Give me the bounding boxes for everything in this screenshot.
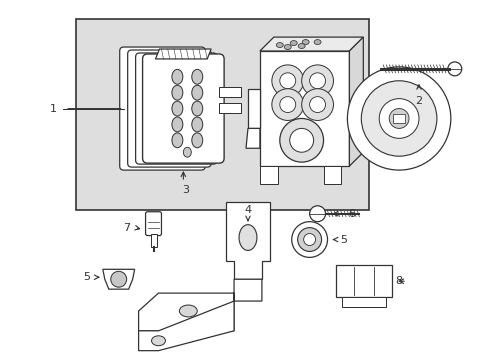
Bar [323, 166, 341, 184]
FancyBboxPatch shape [142, 54, 224, 163]
Circle shape [301, 65, 333, 96]
Circle shape [289, 129, 313, 152]
Ellipse shape [172, 85, 183, 100]
Bar [150, 234, 156, 247]
Ellipse shape [191, 101, 203, 116]
Bar [76, 19, 368, 210]
Bar [219, 87, 241, 96]
FancyBboxPatch shape [145, 212, 161, 235]
Circle shape [111, 271, 126, 287]
Ellipse shape [290, 41, 297, 46]
Ellipse shape [151, 336, 165, 346]
Circle shape [297, 228, 321, 251]
Ellipse shape [172, 101, 183, 116]
Polygon shape [247, 89, 260, 129]
Circle shape [279, 73, 295, 89]
Text: 1: 1 [49, 104, 57, 113]
Circle shape [361, 81, 436, 156]
Bar [342, 297, 386, 307]
Circle shape [279, 118, 323, 162]
FancyBboxPatch shape [135, 53, 217, 164]
Text: 6: 6 [347, 209, 354, 219]
Ellipse shape [179, 305, 197, 317]
Ellipse shape [191, 133, 203, 148]
Text: 5: 5 [339, 234, 346, 244]
FancyBboxPatch shape [127, 50, 211, 167]
Ellipse shape [183, 147, 191, 157]
Polygon shape [260, 37, 363, 51]
Text: 8: 8 [395, 276, 402, 286]
Circle shape [379, 99, 418, 138]
Ellipse shape [276, 42, 283, 48]
Circle shape [309, 96, 325, 113]
Ellipse shape [298, 44, 305, 49]
Circle shape [271, 65, 303, 96]
Polygon shape [155, 49, 211, 59]
Ellipse shape [191, 85, 203, 100]
Circle shape [271, 89, 303, 121]
Text: 7: 7 [123, 222, 130, 233]
Text: 4: 4 [244, 205, 251, 215]
Ellipse shape [239, 225, 256, 251]
Polygon shape [138, 279, 262, 331]
Bar [219, 103, 241, 113]
Polygon shape [349, 37, 363, 166]
Polygon shape [102, 269, 134, 289]
Polygon shape [225, 202, 269, 279]
Bar [336, 265, 391, 297]
Circle shape [301, 89, 333, 121]
Ellipse shape [172, 117, 183, 132]
Ellipse shape [191, 117, 203, 132]
Polygon shape [138, 301, 234, 351]
Ellipse shape [302, 40, 308, 45]
Ellipse shape [172, 69, 183, 84]
Circle shape [346, 67, 450, 170]
Text: 2: 2 [415, 96, 422, 105]
Polygon shape [245, 129, 260, 148]
Circle shape [388, 109, 408, 129]
Ellipse shape [284, 45, 291, 50]
Circle shape [291, 222, 327, 257]
Circle shape [447, 62, 461, 76]
Ellipse shape [313, 40, 321, 45]
Bar [260, 166, 277, 184]
Circle shape [303, 234, 315, 246]
Text: 5: 5 [83, 272, 90, 282]
Bar [260, 51, 349, 166]
Ellipse shape [172, 133, 183, 148]
Bar [392, 113, 404, 123]
FancyBboxPatch shape [120, 47, 205, 170]
Text: 3: 3 [182, 185, 188, 195]
Circle shape [279, 96, 295, 113]
Ellipse shape [191, 69, 203, 84]
Circle shape [309, 206, 325, 222]
Circle shape [309, 73, 325, 89]
